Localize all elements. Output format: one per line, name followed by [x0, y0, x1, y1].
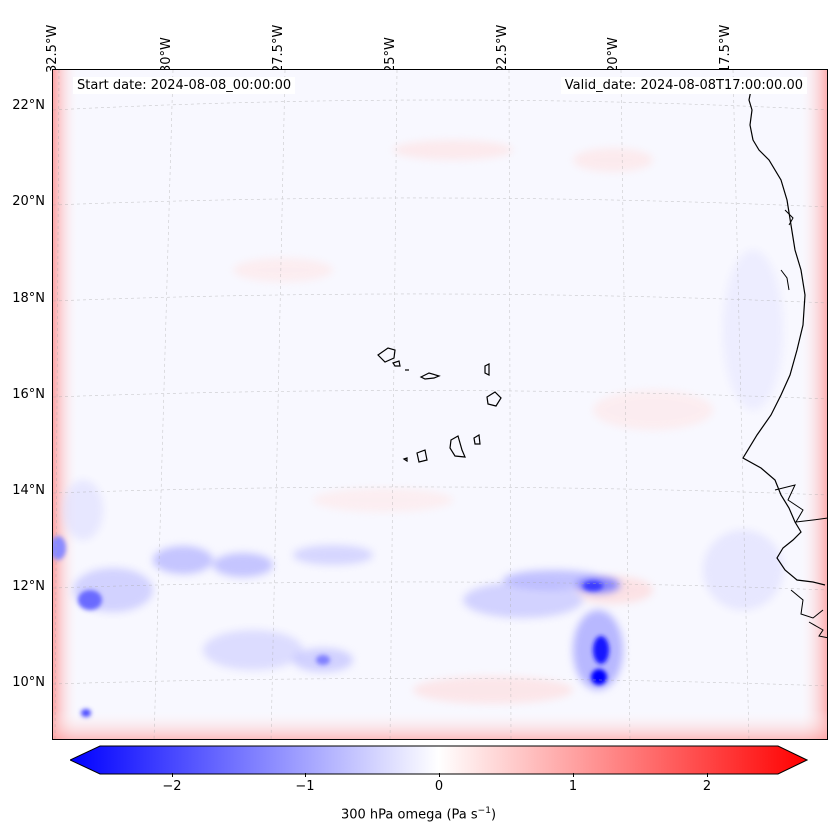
colorbar-tick-mark — [439, 773, 440, 777]
colorbar-tick-label: 1 — [568, 779, 578, 794]
lon-label-22.5w: 22.5°W — [495, 24, 510, 73]
map-background — [53, 70, 827, 739]
island-boa-vista — [486, 391, 502, 407]
lon-label-25w: 25°W — [383, 37, 398, 73]
bottom-edge-zone — [53, 710, 827, 739]
lat-label-14n: 14°N — [12, 483, 45, 498]
colorbar-tick-label: 0 — [434, 779, 444, 794]
map-panel: Start date: 2024-08-08_00:00:00 Valid_da… — [52, 69, 828, 740]
lat-label-12n: 12°N — [12, 579, 45, 594]
cape-verde-islands — [377, 347, 502, 463]
colorbar-tick-label: −2 — [162, 779, 182, 794]
colorbar-tick-mark — [573, 773, 574, 777]
lat-label-22n: 22°N — [12, 98, 45, 113]
island-sao-vicente — [392, 360, 401, 367]
right-edge-zone — [799, 70, 827, 739]
strong-updraft-cells — [53, 536, 609, 717]
colorbar-body — [70, 745, 808, 775]
colorbar-tick-mark — [172, 773, 173, 777]
colorbar — [70, 745, 808, 775]
island-maio — [473, 434, 481, 445]
valid-date-label: Valid_date: 2024-08-08T17:00:00.00 — [560, 77, 807, 94]
island-sal — [484, 363, 490, 376]
lat-label-20n: 20°N — [12, 194, 45, 209]
lon-label-30w: 30°W — [159, 37, 174, 73]
island-santo-antao — [377, 347, 396, 363]
guinea-coast — [790, 589, 827, 639]
left-edge-zone — [53, 70, 79, 739]
positive-omega-patches — [233, 140, 713, 704]
negative-omega-band — [63, 250, 783, 690]
colorbar-tick-mark — [305, 773, 306, 777]
coast-detail-north — [780, 209, 794, 291]
colorbar-title: 300 hPa omega (Pa s−1) — [340, 806, 497, 823]
start-date-label: Start date: 2024-08-08_00:00:00 — [73, 77, 296, 94]
colorbar-tick-mark — [707, 773, 708, 777]
senegal-estuary — [774, 484, 827, 523]
lat-label-10n: 10°N — [12, 675, 45, 690]
island-sao-nicolau — [419, 372, 441, 380]
island-brava — [402, 457, 408, 463]
omega-field-map — [53, 70, 827, 739]
lon-label-27.5w: 27.5°W — [271, 24, 286, 73]
colorbar-tick-label: 2 — [702, 779, 712, 794]
lon-label-17.5w: 17.5°W — [718, 24, 733, 73]
lat-label-16n: 16°N — [12, 387, 45, 402]
island-fogo — [416, 449, 428, 463]
lon-label-20w: 20°W — [606, 37, 621, 73]
lon-label-32.5w: 32.5°W — [45, 24, 60, 73]
colorbar-tick-label: −1 — [295, 779, 315, 794]
graticule — [53, 70, 827, 739]
island-santiago — [449, 435, 466, 458]
lat-label-18n: 18°N — [12, 291, 45, 306]
